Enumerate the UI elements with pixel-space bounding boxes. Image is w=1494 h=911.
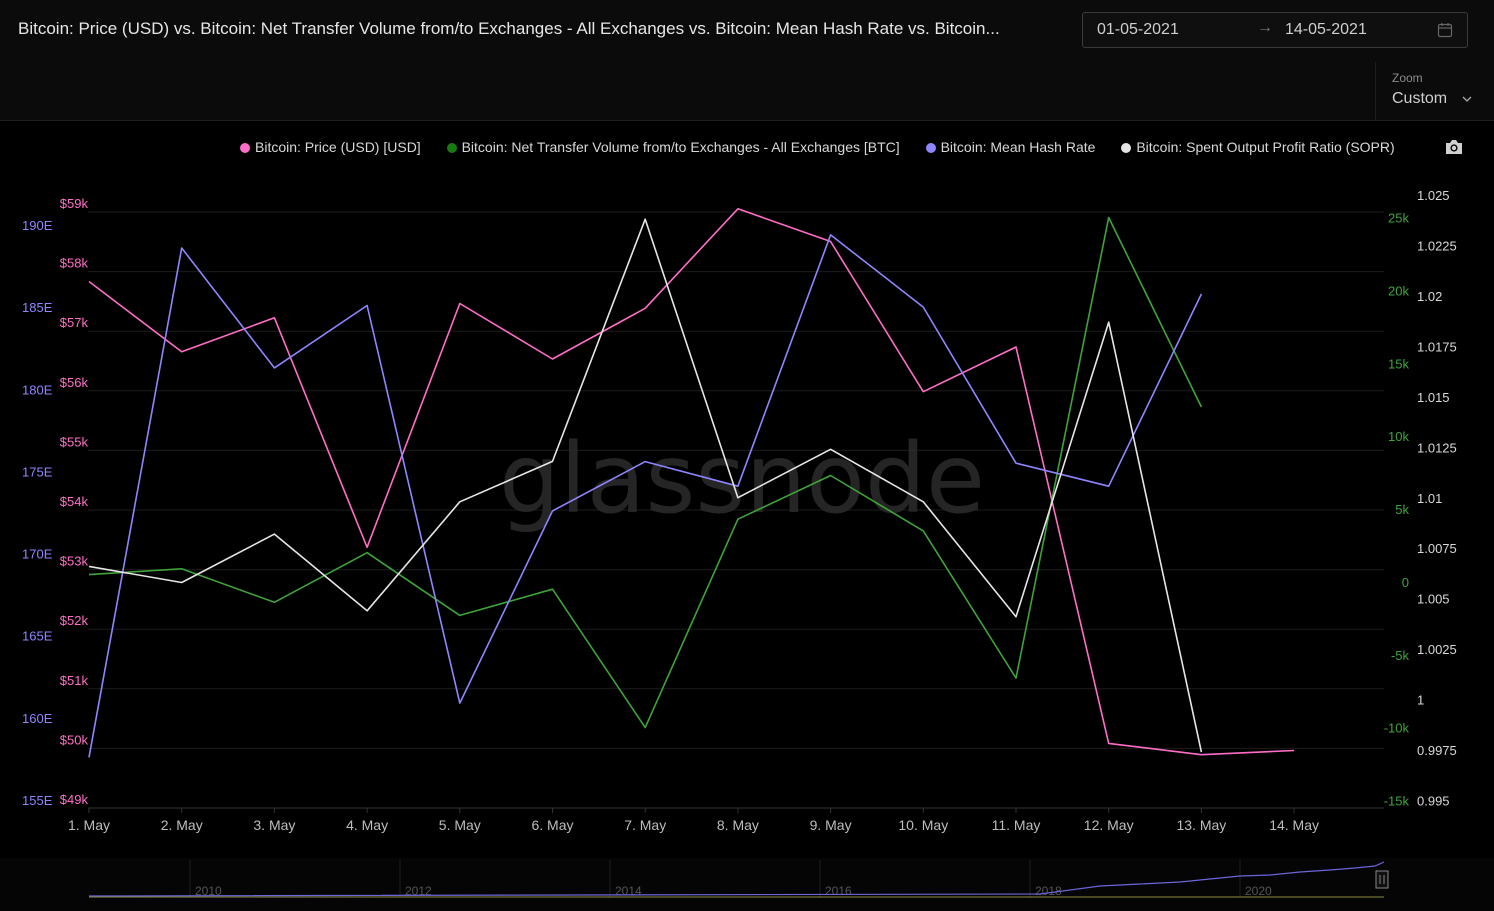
legend-dot-price (240, 143, 250, 153)
y-tick-sopr: 1.0125 (1417, 440, 1457, 455)
y-tick-sopr: 1.0225 (1417, 238, 1457, 253)
axes-layer: $49k $50k $51k $52k $53k $54k $55k $56k $57k $58k… (22, 188, 1457, 833)
y-tick-netflow: 20k (1388, 283, 1409, 298)
y-tick-sopr: 1.0025 (1417, 642, 1457, 657)
x-tick-label: 4. May (346, 817, 388, 833)
x-tick-label: 12. May (1084, 817, 1134, 833)
legend-item-netflow[interactable]: Bitcoin: Net Transfer Volume from/to Exc… (446, 139, 900, 155)
y-tick-price: $53k (60, 554, 89, 569)
navigator-series-line (88, 861, 1385, 897)
y-tick-netflow: 15k (1388, 356, 1409, 371)
series-line-price (88, 208, 1295, 756)
y-tick-sopr: 1.025 (1417, 188, 1450, 203)
chart-legend: Bitcoin: Price (USD) [USD] Bitcoin: Net … (240, 139, 1430, 159)
x-tick-label: 6. May (531, 817, 573, 833)
y-tick-price: $57k (60, 315, 89, 330)
date-range-arrow-icon: → (1257, 19, 1273, 36)
legend-label-hashrate: Bitcoin: Mean Hash Rate (940, 139, 1096, 155)
y-tick-price: $59k (60, 196, 89, 211)
y-tick-price: $49k (60, 792, 89, 807)
legend-item-sopr[interactable]: Bitcoin: Spent Output Profit Ratio (SOPR… (1121, 139, 1395, 155)
x-tick-label: 11. May (992, 817, 1041, 833)
y-tick-netflow: 5k (1395, 502, 1409, 517)
y-tick-sopr: 1.0175 (1417, 339, 1457, 354)
x-tick-label: 3. May (253, 817, 295, 833)
date-from-input[interactable]: 01-05-2021 (1097, 21, 1179, 38)
y-tick-netflow: -5k (1391, 648, 1410, 663)
chart-header: Bitcoin: Price (USD) vs. Bitcoin: Net Tr… (0, 0, 1494, 63)
series-line-sopr (88, 218, 1203, 753)
zoom-select[interactable]: Zoom Custom (1375, 62, 1494, 120)
y-tick-sopr: 1.01 (1417, 491, 1442, 506)
navigator-tick-label: 2016 (825, 884, 852, 898)
legend-dot-netflow (446, 143, 457, 153)
date-to-input[interactable]: 14-05-2021 (1285, 21, 1367, 38)
y-tick-sopr: 1.02 (1417, 289, 1442, 304)
y-tick-price: $58k (60, 256, 89, 271)
y-tick-price: $50k (60, 732, 89, 747)
zoom-bar: Zoom Custom (0, 62, 1494, 121)
y-tick-sopr: 1.015 (1417, 390, 1450, 405)
y-tick-price: $54k (60, 494, 89, 509)
y-tick-sopr: 0.995 (1417, 794, 1450, 809)
legend-item-price[interactable]: Bitcoin: Price (USD) [USD] (240, 139, 421, 155)
y-tick-price: $52k (60, 613, 89, 628)
navigator-tick-label: 2010 (195, 884, 222, 898)
watermark-logo: glassnode (499, 423, 985, 535)
legend-dot-sopr (1121, 143, 1132, 153)
y-tick-hashrate: 180E (22, 382, 53, 397)
y-tick-price: $56k (60, 375, 89, 390)
x-tick-label: 13. May (1176, 817, 1226, 833)
zoom-value[interactable]: Custom (1392, 90, 1448, 107)
y-tick-hashrate: 170E (22, 547, 53, 562)
series-line-netflow (88, 216, 1203, 729)
navigator-tick-label: 2014 (615, 884, 642, 898)
x-tick-label: 9. May (810, 817, 852, 833)
series-line-hashrate (88, 234, 1203, 758)
x-tick-label: 8. May (717, 817, 759, 833)
y-tick-sopr: 0.9975 (1417, 743, 1457, 758)
navigator-tick-label: 2012 (405, 884, 432, 898)
y-tick-price: $55k (60, 434, 89, 449)
y-tick-netflow: 10k (1388, 429, 1409, 444)
y-tick-hashrate: 185E (22, 300, 53, 315)
legend-label-price: Bitcoin: Price (USD) [USD] (255, 139, 421, 155)
y-tick-sopr: 1.005 (1417, 592, 1450, 607)
navigator-handle[interactable] (1375, 870, 1389, 889)
legend-label-sopr: Bitcoin: Spent Output Profit Ratio (SOPR… (1136, 139, 1395, 155)
legend-label-netflow: Bitcoin: Net Transfer Volume from/to Exc… (461, 139, 900, 155)
y-tick-netflow: -15k (1384, 794, 1410, 809)
navigator-tick-label: 2018 (1035, 884, 1062, 898)
y-tick-netflow: 0 (1402, 575, 1409, 590)
x-tick-label: 1. May (68, 817, 110, 833)
y-tick-hashrate: 190E (22, 218, 53, 233)
y-tick-hashrate: 165E (22, 629, 53, 644)
calendar-icon[interactable] (1437, 22, 1453, 38)
y-tick-hashrate: 155E (22, 793, 53, 808)
y-tick-sopr: 1 (1417, 693, 1424, 708)
legend-item-hashrate[interactable]: Bitcoin: Mean Hash Rate (925, 139, 1096, 155)
y-tick-netflow: 25k (1388, 211, 1409, 226)
navigator[interactable]: 2010 2012 2014 2016 2018 2020 (0, 858, 1494, 911)
y-tick-hashrate: 160E (22, 711, 53, 726)
y-tick-hashrate: 175E (22, 464, 53, 479)
zoom-label: Zoom (1392, 71, 1423, 85)
series-layer (88, 208, 1295, 758)
x-tick-label: 5. May (439, 817, 481, 833)
x-tick-label: 2. May (161, 817, 203, 833)
y-tick-netflow: -10k (1384, 721, 1410, 736)
chevron-down-icon[interactable] (1462, 95, 1472, 103)
y-tick-price: $51k (60, 673, 89, 688)
x-tick-label: 10. May (898, 817, 948, 833)
navigator-tick-label: 2020 (1245, 884, 1272, 898)
x-tick-label: 14. May (1269, 817, 1319, 833)
legend-dot-hashrate (925, 143, 936, 153)
camera-icon[interactable] (1444, 138, 1464, 156)
y-tick-sopr: 1.0075 (1417, 541, 1457, 556)
x-tick-label: 7. May (624, 817, 666, 833)
navigator-background (0, 858, 1494, 911)
date-range-picker[interactable]: 01-05-2021 → 14-05-2021 (1082, 12, 1468, 48)
